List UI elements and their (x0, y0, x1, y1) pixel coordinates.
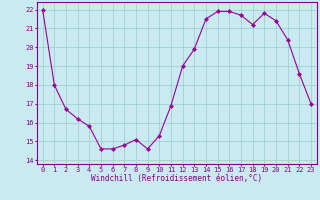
X-axis label: Windchill (Refroidissement éolien,°C): Windchill (Refroidissement éolien,°C) (91, 174, 262, 183)
